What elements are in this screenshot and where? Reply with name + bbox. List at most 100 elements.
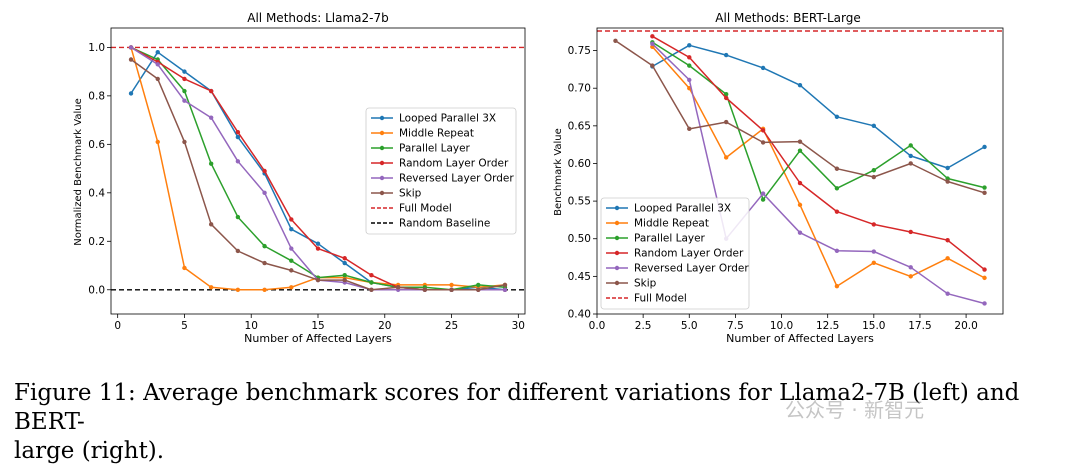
data-point [315,246,321,251]
legend-label: Random Layer Order [634,248,744,260]
y-tick-label: 0.65 [568,120,591,132]
data-point [155,50,160,55]
legend-label: Random Layer Order [399,158,509,170]
data-point [182,265,187,271]
data-point [871,123,877,129]
x-tick-label: 2.5 [635,320,652,332]
legend-label: Middle Repeat [399,128,474,140]
y-tick-label: 0.6 [88,139,105,151]
plot-area [597,30,1003,306]
data-point [369,273,374,278]
series-line [615,40,985,194]
legend-marker [379,175,385,181]
data-point [155,76,160,82]
data-point [871,168,877,173]
data-point [208,161,214,166]
legend-label: Looped Parallel 3X [634,203,731,215]
data-point [834,114,840,120]
data-point [760,65,766,71]
data-point [182,98,187,103]
data-point [650,41,655,47]
y-tick-label: 0.45 [568,271,591,283]
data-point [687,43,692,48]
x-tick-label: 20.0 [954,320,977,332]
x-tick-label: 0.0 [589,320,606,332]
y-tick-label: 0.0 [88,284,105,296]
data-point [369,280,374,285]
data-point [908,274,913,279]
data-point [945,179,950,184]
legend-label: Parallel Layer [634,233,706,245]
data-point [797,202,803,208]
y-axis-label: Normalized Benchmark Value [73,98,84,246]
data-point [289,246,294,251]
data-point [422,287,428,292]
data-point [760,191,766,196]
data-point [797,139,803,144]
y-tick-label: 0.50 [568,233,591,245]
legend-label: Skip [399,188,422,200]
data-point [502,282,508,288]
caption-line-1: Figure 11: Average benchmark scores for … [14,380,1020,435]
data-point [908,229,913,235]
chart-title: All Methods: Llama2-7b [247,11,388,25]
data-point [945,256,950,261]
data-point [208,222,214,227]
data-point [834,248,840,253]
x-tick-label: 15 [311,320,324,332]
data-point [945,176,950,181]
legend-marker [614,235,620,241]
legend-label: Full Model [399,203,452,215]
data-point [982,275,987,281]
series-line [651,46,985,287]
data-point [723,52,729,58]
data-point [502,287,508,292]
y-tick-label: 0.8 [88,90,105,102]
data-point [945,165,950,171]
data-point [182,69,187,74]
data-point [834,186,840,191]
series-line [651,43,985,305]
data-point [908,143,913,148]
data-point [235,134,241,140]
data-point [449,287,454,292]
data-point [315,277,321,283]
data-point [128,45,134,50]
x-tick-label: 20 [378,320,391,332]
x-tick-label: 5.0 [681,320,698,332]
data-point [476,287,481,292]
y-tick-label: 0.2 [88,236,105,248]
x-tick-label: 17.5 [908,320,931,332]
legend-label: Skip [634,278,657,290]
y-tick-label: 0.75 [568,45,591,57]
data-point [369,287,374,292]
data-point [908,153,913,159]
series-line [651,41,985,201]
x-tick-label: 5 [181,320,188,332]
y-axis-label: Benchmark Value [553,128,564,216]
y-tick-label: 0.60 [568,158,591,170]
data-point [908,161,913,166]
data-point [262,287,267,292]
data-point [315,241,321,246]
data-point [687,77,692,83]
data-point [262,190,267,196]
data-point [289,285,294,290]
data-point [945,291,950,296]
data-point [182,88,187,94]
chart-bert-large: All Methods: BERT-Large Number of Affect… [553,11,1004,345]
data-point [982,144,987,150]
data-point [871,249,877,254]
legend-label: Full Model [634,293,687,305]
data-point [650,63,655,68]
plot-frame [596,27,1004,315]
data-point [235,287,241,292]
data-point [871,222,877,227]
data-point [128,57,134,62]
data-point [155,139,160,145]
data-point [262,168,267,174]
legend: Looped Parallel 3X Middle Repeat Parallel … [365,107,517,235]
data-point [760,128,766,133]
data-point [797,148,803,153]
data-point [982,190,987,196]
